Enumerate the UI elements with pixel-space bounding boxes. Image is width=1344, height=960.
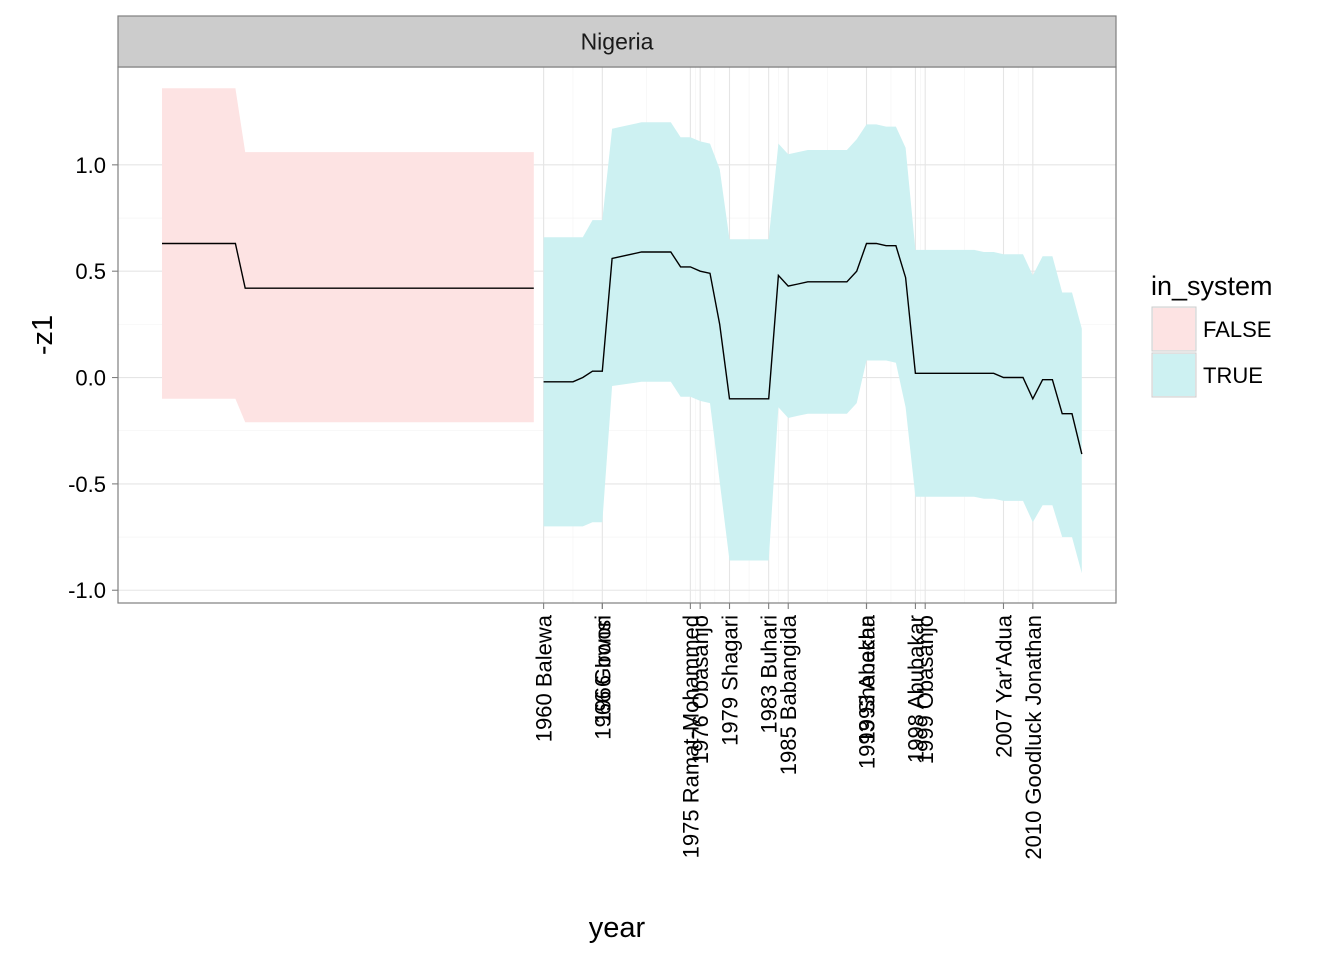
x-tick-label: 1998 Abubakar bbox=[903, 615, 928, 763]
x-axis-title: year bbox=[589, 912, 646, 944]
x-tick-label: 1993 Shonekan bbox=[855, 615, 880, 769]
x-tick-label: 2007 Yar'Adua bbox=[992, 614, 1017, 758]
confidence-ribbons bbox=[162, 88, 1082, 574]
y-tick-label: -1.0 bbox=[68, 578, 106, 603]
facet-strip: Nigeria bbox=[117, 15, 1117, 68]
series-line-false bbox=[162, 242, 534, 289]
legend-title: in_system bbox=[1151, 271, 1273, 301]
x-tick-label: 1979 Shagari bbox=[718, 615, 743, 746]
legend-items: FALSE TRUE bbox=[1151, 306, 1271, 398]
legend-label-false: FALSE bbox=[1203, 317, 1271, 342]
x-tick-label: 1960 Balewa bbox=[532, 614, 557, 742]
series-line-true bbox=[543, 242, 1083, 455]
facet-strip-background bbox=[117, 15, 1117, 68]
legend-swatch-true bbox=[1153, 354, 1195, 396]
y-tick-label: 1.0 bbox=[75, 153, 106, 178]
y-tick-label: 0.5 bbox=[75, 259, 106, 284]
plot-panel bbox=[117, 66, 1117, 604]
y-tick-label: 0.0 bbox=[75, 366, 106, 391]
x-tick-label: 1966 Gowon bbox=[590, 615, 615, 740]
x-tick-label: 1999 Obasanjo bbox=[913, 615, 938, 764]
ribbon-false bbox=[162, 88, 534, 423]
x-tick-label: 1983 Buhari bbox=[757, 615, 782, 734]
legend-swatch-false bbox=[1153, 308, 1195, 350]
x-tick-label: 1966 Ironsi bbox=[590, 615, 615, 724]
y-tick-label: -0.5 bbox=[68, 472, 106, 497]
facet-title: Nigeria bbox=[581, 29, 654, 55]
x-tick-label: 1975 Ramat-Mohammed bbox=[678, 615, 703, 858]
y-axis: -1.0 -0.5 0.0 0.5 1.0 bbox=[68, 153, 118, 603]
legend-label-true: TRUE bbox=[1203, 363, 1263, 388]
y-axis-title: -z1 bbox=[27, 315, 59, 355]
x-tick-label: 2010 Goodluck Jonathan bbox=[1021, 615, 1046, 860]
ribbon-true bbox=[543, 122, 1082, 574]
x-tick-label: 1985 Babangida bbox=[776, 614, 801, 775]
series-lines bbox=[162, 242, 1083, 455]
legend: in_system FALSE TRUE bbox=[1151, 271, 1273, 398]
x-tick-label: 1993 Abacha bbox=[855, 614, 880, 743]
x-tick-label: 1976 Obasanjo bbox=[688, 615, 713, 764]
